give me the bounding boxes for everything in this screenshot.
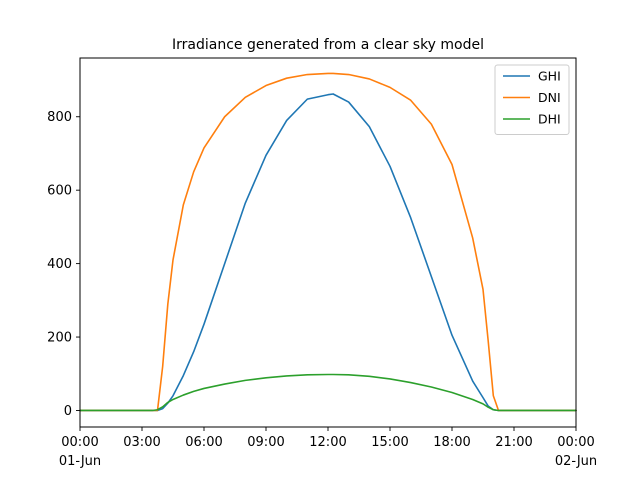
y-tick-label: 400 xyxy=(47,257,72,272)
x-tick-sublabel: 02-Jun xyxy=(555,454,597,469)
series-line-dhi xyxy=(79,373,577,412)
x-tick-label: 00:00 xyxy=(61,435,98,450)
legend-label-dhi: DHI xyxy=(538,112,561,127)
legend: GHI DNI DHI xyxy=(494,64,570,135)
plot-area: 00:00 01-Jun 03:00 06:00 09:00 12:00 15:00 18:0… xyxy=(47,57,597,469)
x-axis: 00:00 01-Jun 03:00 06:00 09:00 12:00 15:00 18:0… xyxy=(59,427,597,469)
x-tick-label: 18:00 xyxy=(433,435,470,450)
legend-label-dni: DNI xyxy=(538,90,561,105)
x-tick-label: 09:00 xyxy=(247,435,284,450)
legend-label-ghi: GHI xyxy=(538,69,561,84)
y-axis: 0 200 400 600 800 xyxy=(47,110,80,419)
x-tick-label: 00:00 xyxy=(557,435,594,450)
x-tick-label: 21:00 xyxy=(495,435,532,450)
y-tick-label: 600 xyxy=(47,184,72,199)
y-tick-label: 200 xyxy=(47,331,72,346)
legend-box xyxy=(494,64,570,135)
series-layer xyxy=(79,72,577,412)
x-tick-label: 06:00 xyxy=(185,435,222,450)
series-line-dni xyxy=(79,72,577,412)
x-tick-label: 12:00 xyxy=(309,435,346,450)
y-tick-label: 800 xyxy=(47,110,72,125)
chart-title: Irradiance generated from a clear sky mo… xyxy=(172,37,484,53)
x-tick-label: 03:00 xyxy=(123,435,160,450)
x-tick-sublabel: 01-Jun xyxy=(59,454,101,469)
y-tick-label: 0 xyxy=(64,404,72,419)
x-tick-label: 15:00 xyxy=(371,435,408,450)
